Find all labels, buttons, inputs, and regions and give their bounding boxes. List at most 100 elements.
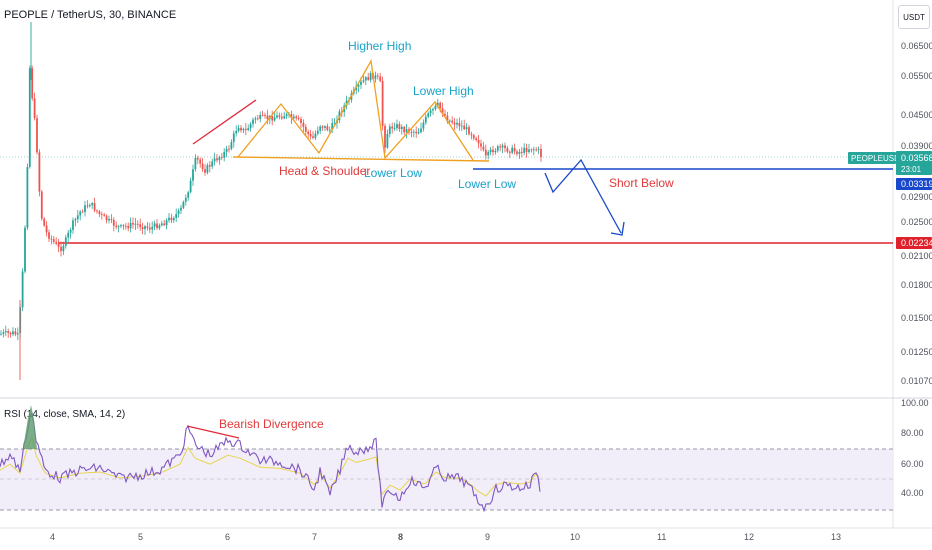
candle-body <box>148 227 151 230</box>
candle-body <box>218 157 221 161</box>
time-tick: 7 <box>312 532 317 542</box>
candle-body <box>235 131 238 134</box>
label-bearish-divergence: Bearish Divergence <box>219 417 324 431</box>
candle-body <box>64 237 67 246</box>
candle-body <box>43 218 46 226</box>
candle-body <box>69 229 72 233</box>
candle-body <box>504 145 506 149</box>
candle-body <box>480 143 482 147</box>
candle-body <box>36 118 38 153</box>
candle-body <box>468 127 470 135</box>
candle-body <box>115 225 118 228</box>
candle-body <box>38 152 41 192</box>
candle-body <box>292 116 295 119</box>
candle-body <box>470 134 473 136</box>
candle-body <box>367 77 370 80</box>
price-tick: 0.02900 <box>901 192 932 202</box>
time-axis[interactable]: 4 5 6 7 8 9 10 11 12 13 <box>50 532 841 542</box>
candle-body <box>172 218 175 221</box>
candle-body <box>453 122 456 125</box>
candle-body <box>256 118 259 120</box>
candle-body <box>16 333 19 335</box>
candle-body <box>508 151 511 153</box>
last-price-tag-bg <box>896 151 932 175</box>
candle-body <box>398 124 401 129</box>
candle-body <box>417 132 420 134</box>
candle-body <box>187 192 190 198</box>
neckline <box>232 156 490 162</box>
candle-body <box>9 332 12 335</box>
head-shoulder-pattern <box>237 59 474 161</box>
candle-body <box>259 115 262 119</box>
candle-body <box>86 205 89 207</box>
price-tick: 0.06500 <box>901 41 932 51</box>
candle-body <box>261 115 264 116</box>
candle-body <box>297 118 300 120</box>
candle-body <box>458 122 461 127</box>
candle-body <box>513 147 516 152</box>
candle-body <box>300 119 302 123</box>
rsi-axis[interactable]: 100.00 80.00 60.00 40.00 <box>901 398 929 498</box>
candle-body <box>280 116 283 119</box>
candle-body <box>228 148 230 150</box>
candle-body <box>213 158 216 162</box>
candle-body <box>48 232 50 239</box>
currency-button[interactable]: USDT <box>898 5 930 29</box>
price-tick: 0.01500 <box>901 313 932 323</box>
candle-body <box>120 225 122 227</box>
candle-body <box>376 75 379 77</box>
rsi-tick: 100.00 <box>901 398 929 408</box>
price-axis[interactable]: 0.06500 0.05500 0.04500 0.03900 0.02900 … <box>901 41 932 386</box>
countdown-tag: 23:01 <box>901 165 922 174</box>
candle-body <box>12 331 14 335</box>
candle-body <box>424 116 427 123</box>
candle-body <box>7 331 10 333</box>
candle-body <box>211 161 214 167</box>
candle-body <box>160 223 163 226</box>
candle-body <box>33 98 36 119</box>
candle-body <box>60 246 62 252</box>
time-tick: 9 <box>485 532 490 542</box>
candle-body <box>2 332 5 334</box>
candle-body <box>415 131 418 134</box>
symbol-tag-bg <box>848 152 896 164</box>
candle-body <box>52 239 55 242</box>
candle-body <box>302 122 305 127</box>
candles-group <box>0 22 542 380</box>
time-tick: 10 <box>570 532 580 542</box>
candle-body <box>28 68 31 167</box>
candle-body <box>76 215 79 220</box>
candle-body <box>312 136 314 138</box>
candle-body <box>163 223 166 226</box>
candle-body <box>201 163 204 170</box>
candle-body <box>225 148 228 152</box>
candle-body <box>321 126 324 128</box>
candle-body <box>40 191 43 219</box>
candle-body <box>153 223 156 227</box>
candle-body <box>103 214 106 216</box>
candle-body <box>127 226 130 229</box>
candle-body <box>400 126 403 129</box>
candle-body <box>141 227 144 229</box>
candle-body <box>108 218 110 221</box>
candle-body <box>441 108 444 114</box>
symbol-tag: PEOPLEUSDT <box>851 154 905 163</box>
label-lower-low-1: Lower Low <box>364 166 422 180</box>
price-tick: 0.01250 <box>901 347 932 357</box>
candle-body <box>487 152 490 156</box>
candle-body <box>244 128 247 130</box>
candle-body <box>252 119 254 124</box>
label-lower-low-2: Lower Low <box>458 177 516 191</box>
candle-body <box>432 109 434 111</box>
candle-body <box>230 142 233 149</box>
candle-body <box>129 222 132 229</box>
candle-body <box>436 102 439 106</box>
candle-body <box>516 151 518 154</box>
candle-body <box>393 128 396 129</box>
candle-body <box>369 73 372 80</box>
price-tick: 0.01800 <box>901 280 932 290</box>
candle-body <box>384 125 386 148</box>
candle-body <box>276 115 278 118</box>
chart-title: PEOPLE / TetherUS, 30, BINANCE <box>4 9 177 21</box>
